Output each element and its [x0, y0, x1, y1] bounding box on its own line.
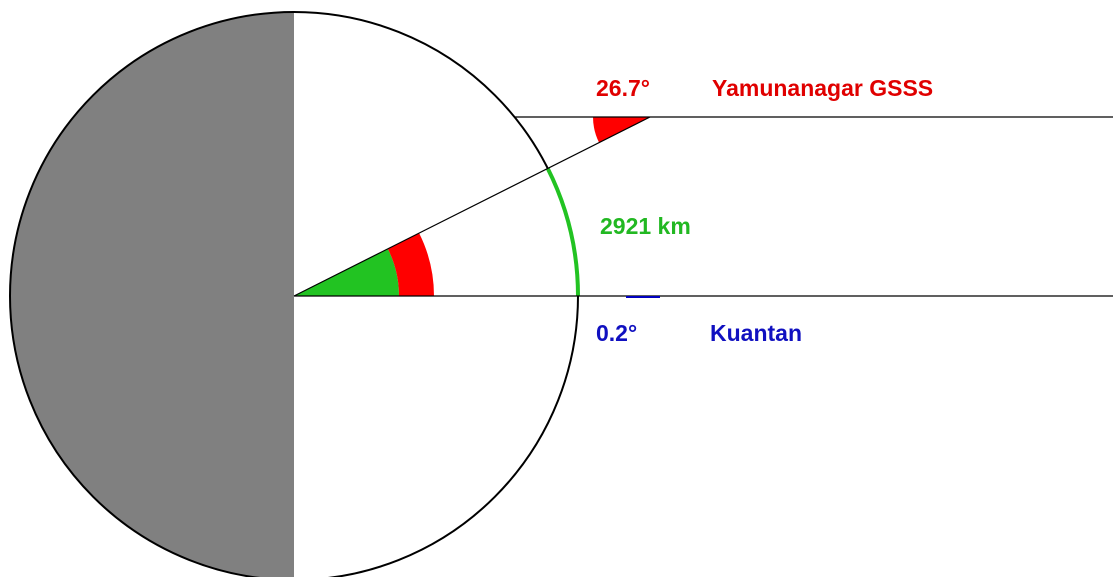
top-angle-label: 26.7° — [596, 75, 650, 101]
night-side — [10, 12, 294, 577]
ray-line — [293, 116, 651, 297]
distance-arc — [545, 167, 580, 297]
angle-band — [387, 233, 434, 296]
bottom-station-label: Kuantan — [710, 320, 802, 346]
central-angle — [294, 248, 399, 296]
elevation-angle — [593, 117, 650, 143]
top-station-label: Yamunanagar GSSS — [712, 75, 933, 101]
bottom-angle-label: 0.2° — [596, 320, 637, 346]
distance-label: 2921 km — [600, 213, 691, 239]
